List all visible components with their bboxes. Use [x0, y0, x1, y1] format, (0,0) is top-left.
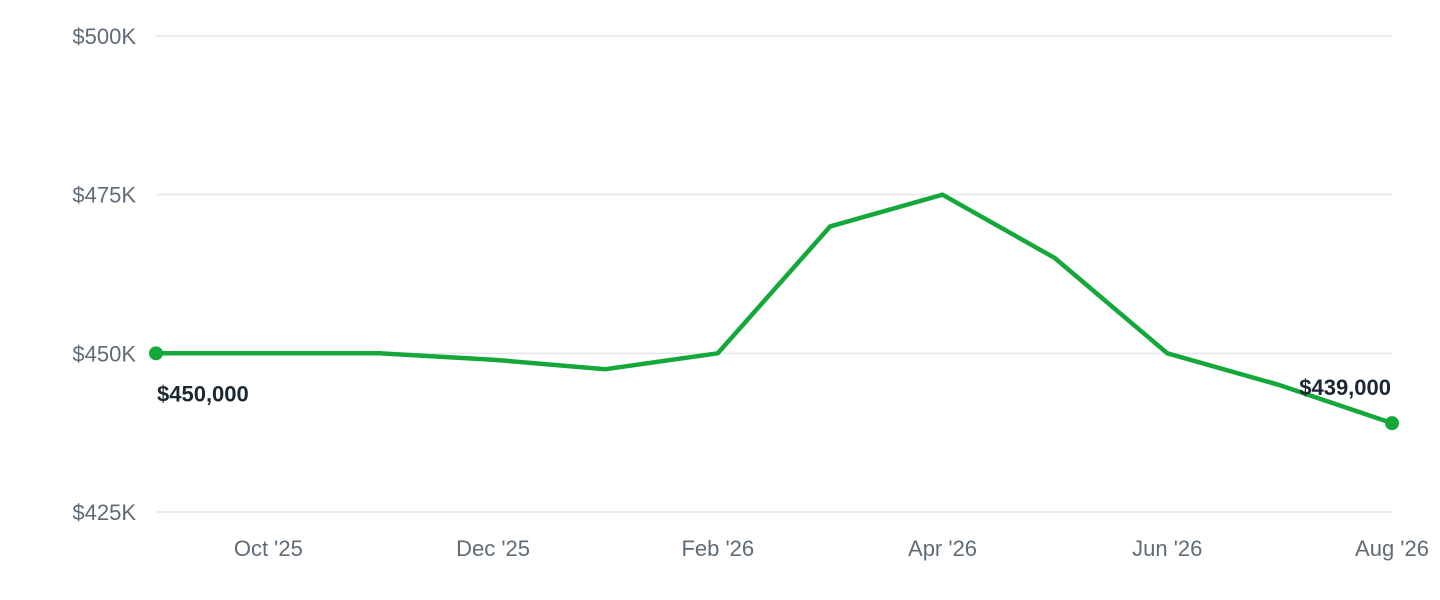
- x-tick-label: Aug '26: [1355, 536, 1429, 561]
- y-tick-label: $425K: [72, 500, 136, 525]
- data-label: $439,000: [1299, 375, 1391, 400]
- data-label: $450,000: [157, 381, 249, 406]
- y-tick-label: $450K: [72, 341, 136, 366]
- x-tick-label: Apr '26: [908, 536, 977, 561]
- x-tick-label: Dec '25: [456, 536, 530, 561]
- series-line: [153, 192, 1395, 426]
- y-tick-label: $500K: [72, 24, 136, 49]
- x-tick-label: Feb '26: [681, 536, 754, 561]
- x-tick-label: Oct '25: [234, 536, 303, 561]
- endpoint-marker: [149, 346, 163, 361]
- endpoint-marker: [1385, 416, 1399, 431]
- x-tick-label: Jun '26: [1132, 536, 1202, 561]
- y-tick-label: $475K: [72, 183, 136, 208]
